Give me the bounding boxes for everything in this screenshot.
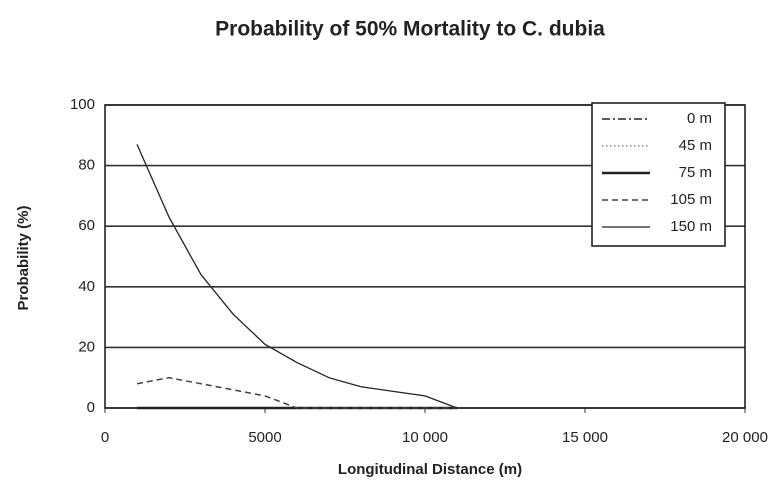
legend-label: 105 m	[670, 191, 712, 208]
y-axis-label: Probability (%)	[15, 205, 32, 310]
y-tick-label: 80	[78, 157, 95, 174]
legend-label: 150 m	[670, 218, 712, 235]
y-tick-label: 40	[78, 278, 95, 295]
series-line	[136, 376, 457, 409]
series-line	[136, 144, 458, 409]
legend-label: 0 m	[687, 110, 712, 127]
legend-label: 75 m	[679, 164, 712, 181]
x-tick-label: 5000	[248, 429, 281, 446]
y-tick-label: 0	[87, 399, 95, 416]
y-tick-label: 20	[78, 338, 95, 355]
x-axis-label: Longitudinal Distance (m)	[338, 461, 522, 478]
x-tick-label: 20 000	[722, 429, 768, 446]
x-tick-label: 0	[101, 429, 109, 446]
y-tick-label: 60	[78, 217, 95, 234]
x-tick-label: 15 000	[562, 429, 608, 446]
y-tick-label: 100	[70, 96, 95, 113]
chart-title: Probability of 50% Mortality to C. dubia	[215, 18, 605, 41]
x-tick-label: 10 000	[402, 429, 448, 446]
legend-box	[591, 102, 726, 247]
legend-label: 45 m	[679, 137, 712, 154]
